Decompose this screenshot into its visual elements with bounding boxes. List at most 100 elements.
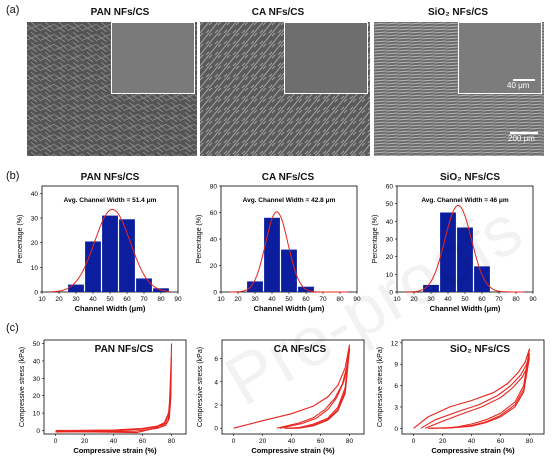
plot-frame — [401, 339, 545, 435]
x-tick-label: 90 — [529, 296, 537, 303]
x-axis-label: Compressive strain (%) — [73, 446, 157, 455]
y-tick-label: 3 — [394, 404, 398, 411]
stress-strain-loop — [55, 357, 172, 434]
y-axis-label: Percentage (%) — [17, 215, 24, 264]
y-tick-label: 40 — [386, 219, 394, 226]
x-tick-label: 20 — [439, 438, 447, 445]
x-tick-label: 80 — [526, 438, 534, 445]
y-tick-label: 10 — [31, 265, 39, 272]
x-tick-label: 70 — [140, 296, 148, 303]
y-tick-label: 40 — [33, 358, 41, 365]
y-tick-label: 30 — [386, 237, 394, 244]
x-tick-label: 40 — [444, 296, 452, 303]
y-axis-label: Compressive stress (kPa) — [19, 347, 26, 427]
hist-title-pan: PAN NFs/CS — [80, 172, 140, 183]
x-axis-label: Channel Width (μm) — [75, 304, 146, 313]
y-tick-label: 10 — [386, 272, 394, 279]
histogram-bar — [423, 284, 439, 292]
y-tick-label: 6 — [394, 383, 398, 390]
histogram-bar — [474, 266, 490, 292]
y-tick-label: 30 — [33, 376, 41, 383]
y-axis-label: Compressive stress (kPa) — [197, 347, 204, 427]
plot-frame — [221, 339, 365, 435]
stress-strain-loop — [276, 348, 351, 429]
x-tick-label: 0 — [54, 438, 58, 445]
y-tick-label: 0 — [394, 426, 398, 433]
histogram-bar — [281, 249, 297, 292]
y-tick-label: 0 — [389, 290, 393, 297]
stress-strain-loop — [413, 348, 531, 429]
x-tick-label: 20 — [234, 296, 242, 303]
hist-title-ca: CA NFs/CS — [261, 172, 315, 183]
x-tick-label: 40 — [89, 296, 97, 303]
histogram-bar — [119, 219, 135, 292]
comp-title-sio2: SiO₂ NFs/CS — [449, 344, 510, 355]
x-tick-label: 40 — [268, 296, 276, 303]
x-tick-label: 20 — [259, 438, 267, 445]
sem-image-sio2: 40 μm 200 μm — [374, 22, 544, 156]
x-tick-label: 60 — [123, 296, 131, 303]
y-tick-label: 80 — [210, 184, 218, 191]
comp-title-pan: PAN NFs/CS — [94, 344, 154, 355]
sem-title-sio2: SiO₂ NFs/CS — [427, 7, 488, 18]
x-tick-label: 0 — [412, 438, 416, 445]
y-tick-label: 2 — [214, 402, 218, 409]
histogram-bar — [102, 215, 118, 292]
x-tick-label: 0 — [232, 438, 236, 445]
x-tick-label: 30 — [427, 296, 435, 303]
x-tick-label: 50 — [461, 296, 469, 303]
y-tick-label: 60 — [386, 184, 394, 191]
x-axis-label: Compressive strain (%) — [251, 446, 335, 455]
y-tick-label: 6 — [214, 356, 218, 363]
x-tick-label: 60 — [497, 438, 505, 445]
x-axis-label: Channel Width (μm) — [430, 304, 501, 313]
panel-label-b: (b) — [6, 170, 20, 182]
scale-label-small: 40 μm — [507, 81, 530, 90]
y-tick-label: 0 — [34, 290, 38, 297]
x-tick-label: 80 — [168, 438, 176, 445]
sem-title-pan: PAN NFs/CS — [90, 7, 150, 18]
gaussian-fit-curve — [229, 211, 349, 293]
y-tick-label: 50 — [33, 341, 41, 348]
scale-bar-small — [513, 79, 535, 81]
x-tick-label: 20 — [55, 296, 63, 303]
avg-width-annotation: Avg. Channel Width = 42.8 μm — [243, 197, 336, 204]
x-tick-label: 60 — [478, 296, 486, 303]
x-tick-label: 10 — [217, 296, 225, 303]
y-axis-label: Percentage (%) — [372, 215, 379, 264]
sem-inset-sio2: 40 μm — [458, 22, 542, 94]
scale-bar-large — [510, 132, 538, 134]
y-tick-label: 40 — [31, 191, 39, 198]
y-tick-label: 20 — [31, 240, 39, 247]
x-tick-label: 40 — [468, 438, 476, 445]
x-tick-label: 30 — [251, 296, 259, 303]
y-tick-label: 40 — [210, 237, 218, 244]
sem-image-pan — [27, 22, 197, 156]
stress-strain-loop — [55, 343, 173, 433]
x-tick-label: 80 — [346, 438, 354, 445]
y-tick-label: 20 — [386, 254, 394, 261]
y-tick-label: 9 — [394, 362, 398, 369]
stress-strain-loop — [233, 344, 351, 429]
x-tick-label: 70 — [495, 296, 503, 303]
x-tick-label: 60 — [302, 296, 310, 303]
sem-inset-ca — [284, 22, 368, 94]
y-tick-label: 50 — [386, 201, 394, 208]
stress-strain-loop — [279, 349, 351, 429]
histogram-bar — [457, 227, 473, 292]
histogram-bar — [68, 284, 84, 292]
x-tick-label: 90 — [174, 296, 182, 303]
avg-width-annotation: Avg. Channel Width = 46 μm — [421, 197, 509, 204]
x-tick-label: 60 — [317, 438, 325, 445]
y-tick-label: 20 — [33, 393, 41, 400]
x-tick-label: 30 — [72, 296, 80, 303]
sem-title-ca: CA NFs/CS — [251, 7, 305, 18]
hist-title-sio2: SiO₂ NFs/CS — [439, 172, 500, 183]
x-axis-label: Compressive strain (%) — [431, 446, 515, 455]
x-tick-label: 80 — [157, 296, 165, 303]
avg-width-annotation: Avg. Channel Width = 51.4 μm — [64, 197, 157, 204]
sem-inset-pan — [111, 22, 195, 94]
histogram-bar — [247, 281, 263, 292]
scale-label-large: 200 μm — [508, 134, 535, 143]
x-tick-label: 80 — [512, 296, 520, 303]
